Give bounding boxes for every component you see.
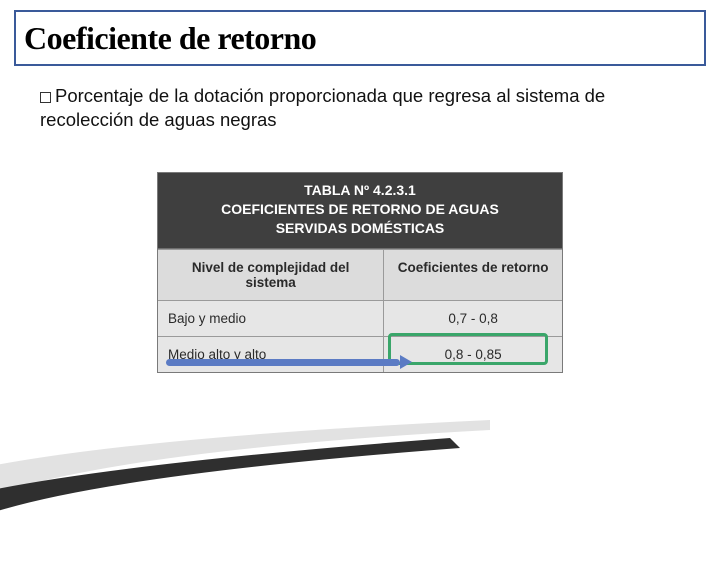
body-lead: Porcentaje [55,85,143,106]
table-header-row: Nivel de complejidad del sistema Coefici… [158,249,562,300]
body-paragraph: Porcentaje de la dotación proporcionada … [40,84,680,131]
table-row: Bajo y medio 0,7 - 0,8 [158,300,562,336]
col-header-left: Nivel de complejidad del sistema [158,250,384,300]
arrow-shaft [166,359,400,366]
table-title-line1: TABLA Nº 4.2.3.1 [164,181,556,200]
table-row: Medio alto y alto 0,8 - 0,85 [158,336,562,372]
arrow-head-icon [400,355,412,369]
title-frame: Coeficiente de retorno [14,10,706,66]
page-title: Coeficiente de retorno [24,20,316,57]
table-title-line3: SERVIDAS DOMÉSTICAS [164,219,556,238]
coefficients-table: TABLA Nº 4.2.3.1 COEFICIENTES DE RETORNO… [157,172,563,373]
cell-left: Medio alto y alto [158,337,384,372]
cell-right: 0,7 - 0,8 [384,301,562,336]
col-header-right: Coeficientes de retorno [384,250,562,300]
decorative-swoosh-icon [0,420,490,570]
table-title-line2: COEFICIENTES DE RETORNO DE AGUAS [164,200,556,219]
table-title: TABLA Nº 4.2.3.1 COEFICIENTES DE RETORNO… [158,173,562,249]
cell-left: Bajo y medio [158,301,384,336]
bullet-square-icon [40,92,51,103]
